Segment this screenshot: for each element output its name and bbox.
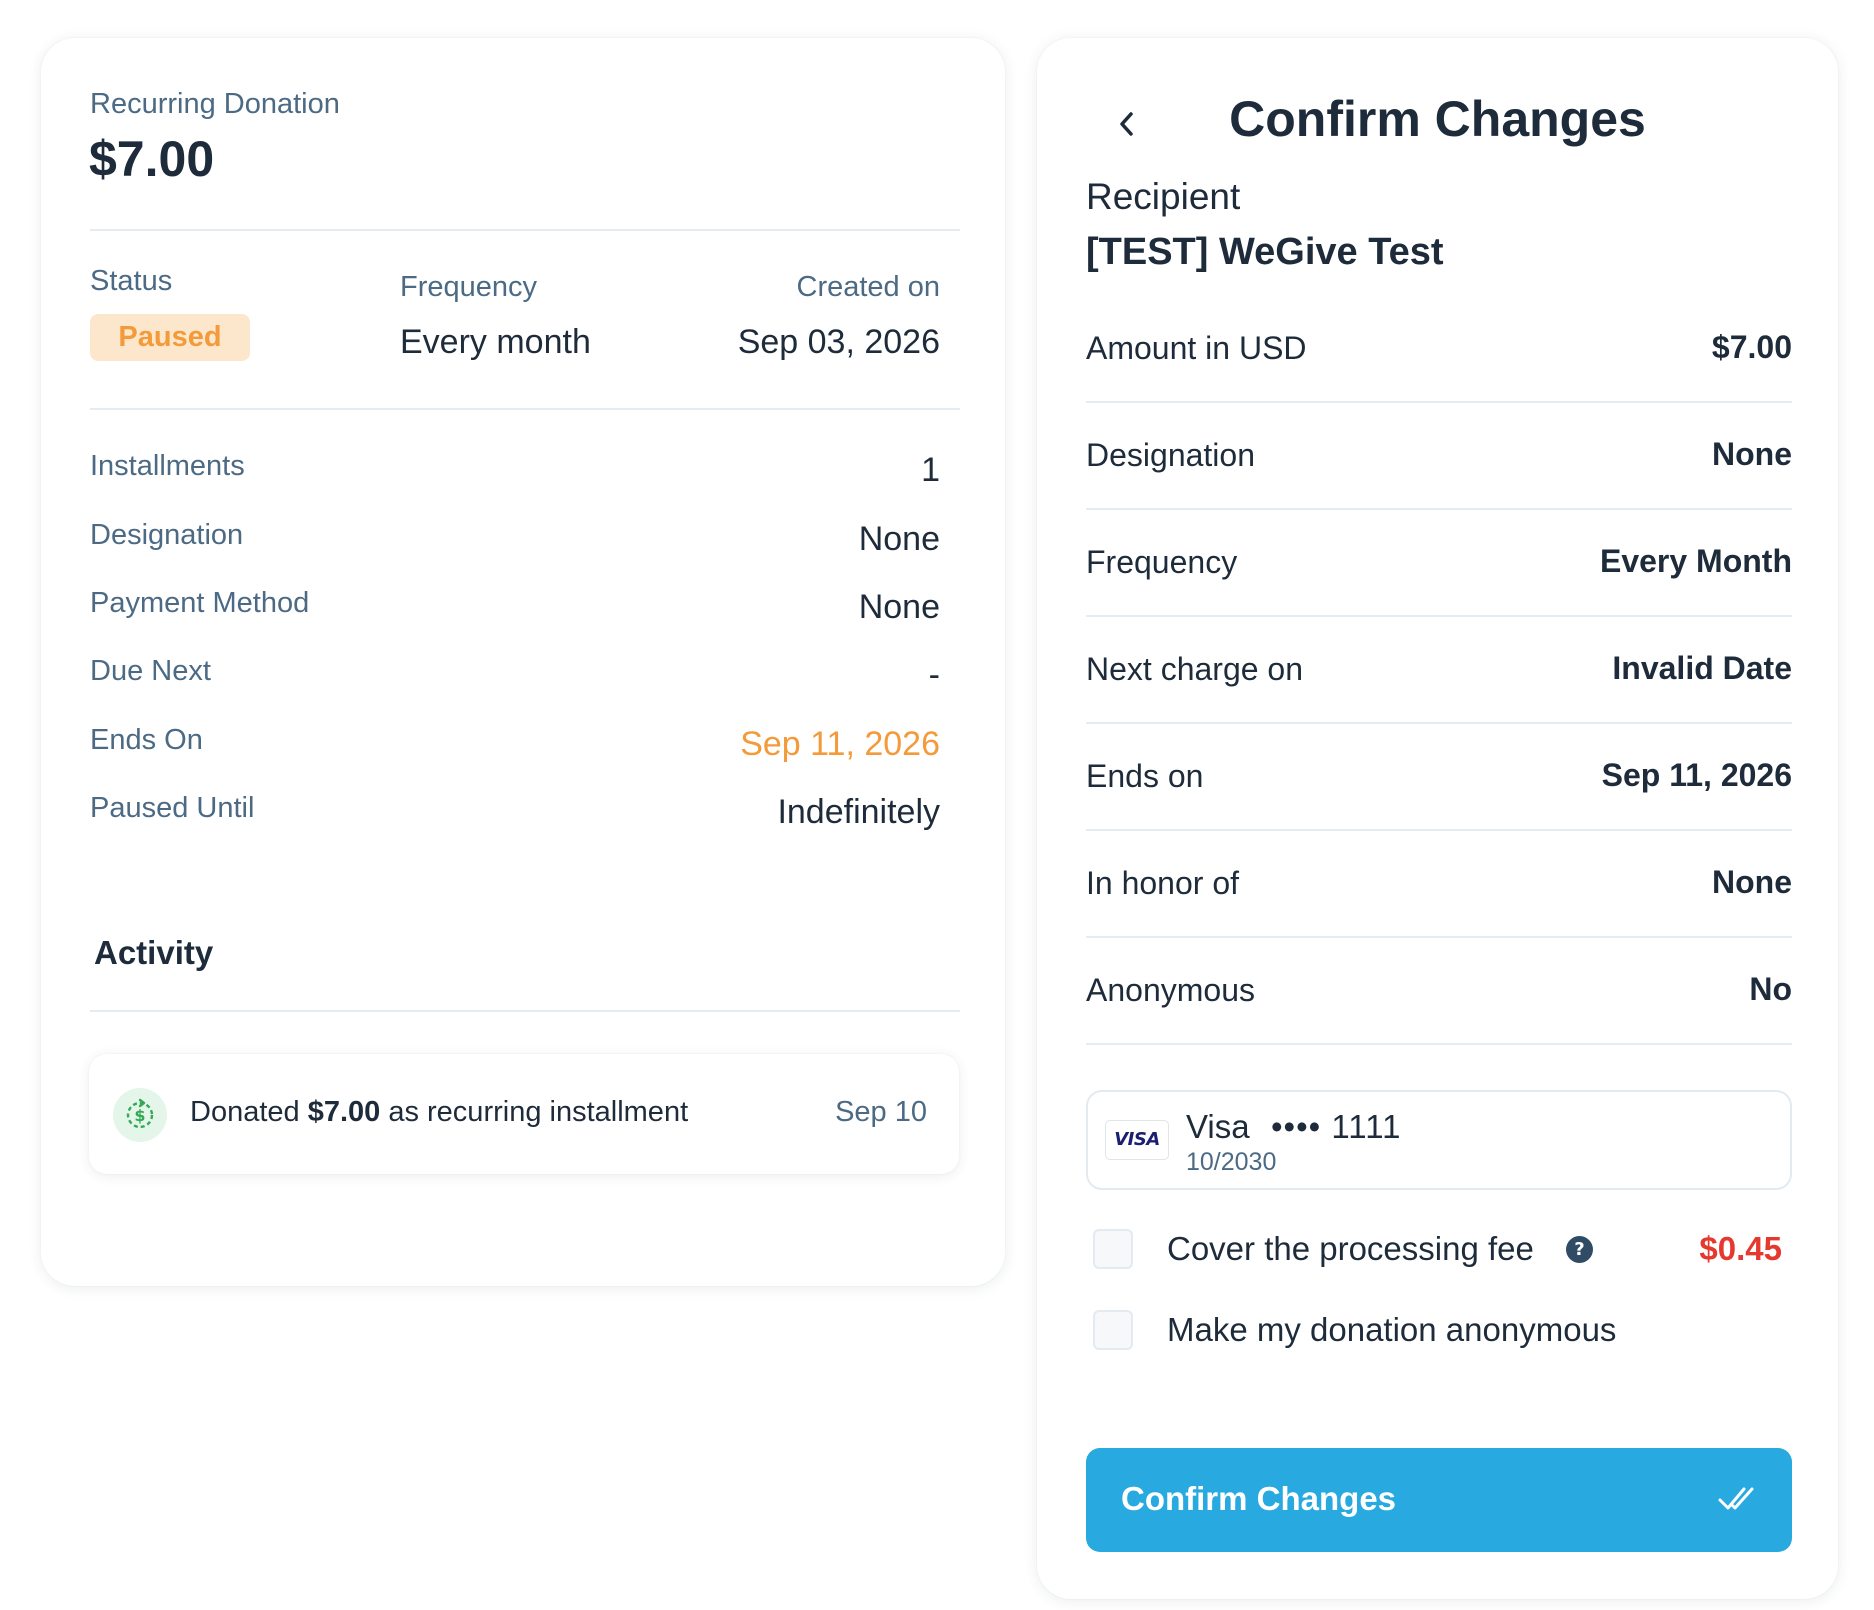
summary-row-amount: Amount in USD $7.00 [1086, 296, 1792, 403]
donation-amount: $7.00 [89, 131, 215, 187]
divider [90, 408, 960, 410]
frequency-label: Frequency [400, 271, 538, 303]
svg-text:$: $ [134, 1106, 145, 1125]
summary-row-next-charge: Next charge on Invalid Date [1086, 617, 1792, 724]
paused-until-value: Indefinitely [777, 793, 940, 831]
summary-row-in-honor-of: In honor of None [1086, 831, 1792, 938]
recipient-name: [TEST] WeGive Test [1086, 231, 1444, 273]
summary-row-ends-on: Ends on Sep 11, 2026 [1086, 724, 1792, 831]
confirm-changes-card: Confirm Changes Recipient [TEST] WeGive … [1037, 38, 1838, 1599]
ends-on-value: Sep 11, 2026 [740, 725, 940, 763]
activity-date: Sep 10 [835, 1096, 927, 1128]
row-value: No [1749, 971, 1792, 1007]
row-value: None [1712, 864, 1792, 900]
recurring-donation-card: Recurring Donation $7.00 Status Paused F… [41, 38, 1005, 1286]
frequency-value: Every month [400, 323, 591, 361]
row-value: Invalid Date [1612, 650, 1792, 686]
installments-value: 1 [921, 451, 940, 489]
row-value: Sep 11, 2026 [1601, 757, 1792, 793]
card-expiry: 10/2030 [1186, 1148, 1277, 1176]
row-label: Ends on [1086, 758, 1204, 794]
card-brand: Visa [1186, 1108, 1250, 1145]
row-label: Anonymous [1086, 972, 1255, 1008]
summary-row-anonymous: Anonymous No [1086, 938, 1792, 1045]
visa-logo-icon: VISA [1105, 1120, 1169, 1160]
anonymous-checkbox[interactable] [1093, 1310, 1133, 1350]
row-label: Amount in USD [1086, 330, 1307, 366]
activity-description: Donated $7.00 as recurring installment [190, 1096, 689, 1128]
page-title: Confirm Changes [1229, 91, 1646, 147]
designation-value: None [858, 520, 940, 558]
row-value: $7.00 [1711, 329, 1792, 365]
confirm-changes-label: Confirm Changes [1121, 1480, 1397, 1517]
activity-item: $ Donated $7.00 as recurring installment… [89, 1054, 959, 1174]
card-masked-number: •••• 1111 [1271, 1108, 1402, 1145]
activity-title: Activity [94, 934, 214, 971]
cover-fee-amount: $0.45 [1699, 1230, 1782, 1267]
payment-method-value: None [858, 588, 940, 626]
installments-label: Installments [90, 450, 245, 482]
row-label: Next charge on [1086, 651, 1304, 687]
row-label: Designation [1086, 437, 1255, 473]
created-on-value: Sep 03, 2026 [737, 323, 940, 361]
confirm-changes-button[interactable]: Confirm Changes [1086, 1448, 1792, 1552]
summary-row-frequency: Frequency Every Month [1086, 510, 1792, 617]
created-on-label: Created on [796, 271, 941, 303]
row-value: None [1712, 436, 1792, 472]
chevron-left-icon[interactable] [1101, 98, 1153, 150]
summary-row-designation: Designation None [1086, 403, 1792, 510]
divider [90, 1010, 960, 1012]
row-value: Every Month [1599, 543, 1792, 579]
status-badge: Paused [90, 314, 250, 361]
cover-fee-label: Cover the processing fee [1167, 1230, 1534, 1267]
help-icon[interactable]: ? [1566, 1236, 1593, 1263]
designation-label: Designation [90, 519, 244, 551]
row-label: In honor of [1086, 865, 1239, 901]
status-label: Status [90, 265, 173, 297]
double-check-icon [1718, 1484, 1758, 1517]
ends-on-label: Ends On [90, 724, 203, 756]
recurring-donation-label: Recurring Donation [90, 88, 340, 120]
recurring-dollar-icon: $ [113, 1088, 167, 1142]
anonymous-label: Make my donation anonymous [1167, 1311, 1617, 1348]
due-next-value: - [928, 656, 940, 694]
paused-until-label: Paused Until [90, 792, 255, 824]
due-next-label: Due Next [90, 655, 211, 687]
row-label: Frequency [1086, 544, 1238, 580]
recipient-label: Recipient [1086, 176, 1241, 217]
payment-method-label: Payment Method [90, 587, 310, 619]
divider [90, 229, 960, 231]
payment-method-card[interactable]: VISA Visa •••• 1111 10/2030 [1086, 1090, 1792, 1190]
cover-fee-checkbox[interactable] [1093, 1229, 1133, 1269]
